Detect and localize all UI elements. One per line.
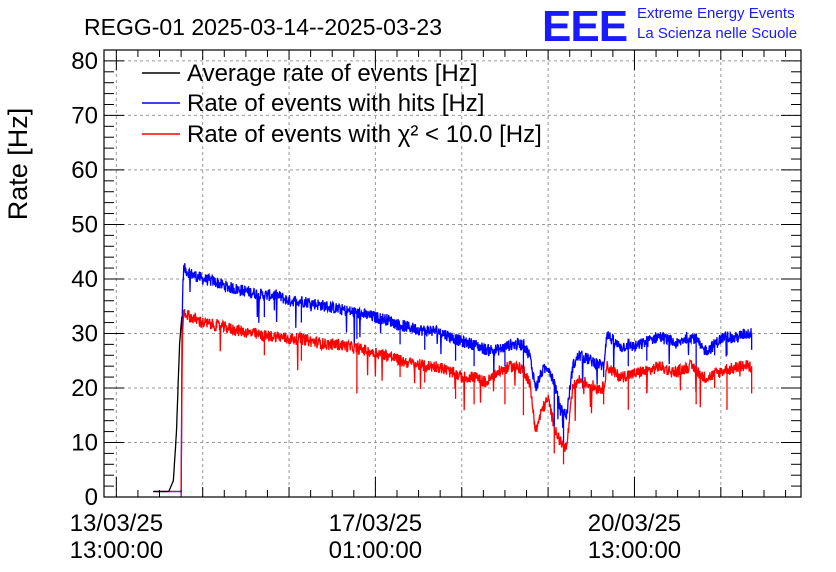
logo-subtitle-line2: La Scienza nelle Scuole — [637, 25, 797, 42]
x-tick-label-date: 13/03/25 — [70, 510, 163, 537]
y-tick-label: 40 — [71, 266, 98, 293]
series-rate-chi2 — [153, 308, 752, 493]
x-tick-label-time: 13:00:00 — [588, 537, 681, 564]
series-average-rate — [153, 316, 183, 493]
series-rate-with-hits — [153, 263, 753, 493]
chart-title: REGG-01 2025-03-14--2025-03-23 — [84, 14, 442, 40]
series-group — [153, 263, 753, 493]
legend-rate-chi2-label: Rate of events with χ² < 10.0 [Hz] — [187, 121, 542, 148]
y-tick-label: 30 — [71, 320, 98, 347]
legend: Average rate of events [Hz] Rate of event… — [142, 60, 542, 148]
y-axis-label: Rate [Hz] — [3, 108, 33, 221]
plot-frame — [103, 49, 802, 498]
grid — [104, 50, 801, 497]
y-tick-label: 70 — [71, 102, 98, 129]
legend-average-rate-label: Average rate of events [Hz] — [187, 60, 477, 87]
axes: 0102030405060708013/03/2513:00:0017/03/2… — [70, 48, 802, 564]
x-tick-label-time: 13:00:00 — [70, 537, 163, 564]
x-tick-label-date: 20/03/25 — [588, 510, 681, 537]
x-tick-label-date: 17/03/25 — [329, 510, 422, 537]
y-tick-label: 60 — [71, 157, 98, 184]
y-tick-label: 80 — [71, 48, 98, 75]
logo-subtitle-line1: Extreme Energy Events — [637, 5, 795, 22]
legend-rate-with-hits-label: Rate of events with hits [Hz] — [187, 90, 484, 117]
y-tick-label: 50 — [71, 211, 98, 238]
y-tick-label: 0 — [85, 484, 98, 511]
y-tick-label: 10 — [71, 429, 98, 456]
x-tick-label-time: 01:00:00 — [329, 537, 422, 564]
eee-logo: EEE — [542, 2, 627, 51]
y-tick-label: 20 — [71, 375, 98, 402]
